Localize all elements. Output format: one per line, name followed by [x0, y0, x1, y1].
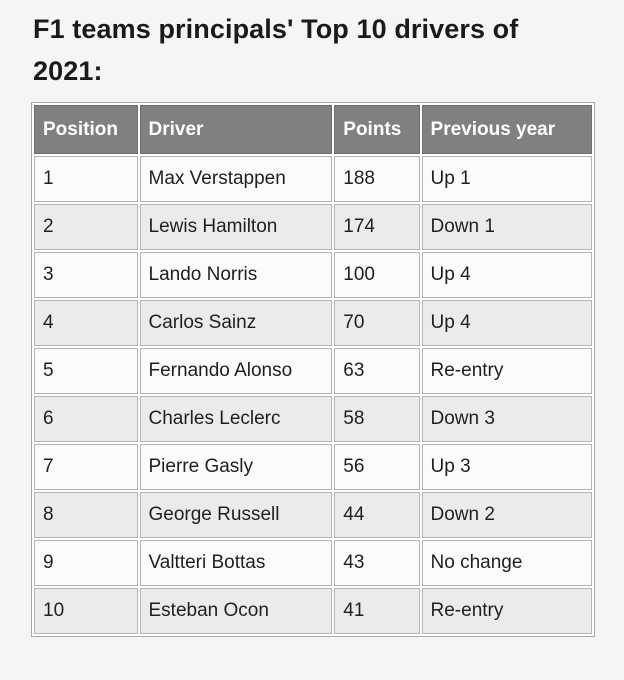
- cell-previous-year: Up 4: [421, 252, 592, 298]
- cell-position: 10: [34, 588, 138, 634]
- cell-points: 188: [334, 156, 420, 202]
- table-row: 3 Lando Norris 100 Up 4: [34, 252, 592, 298]
- cell-driver: Fernando Alonso: [139, 348, 333, 394]
- cell-previous-year: Down 2: [421, 492, 592, 538]
- cell-position: 8: [34, 492, 138, 538]
- cell-driver: Pierre Gasly: [139, 444, 333, 490]
- cell-position: 9: [34, 540, 138, 586]
- cell-previous-year: Up 3: [421, 444, 592, 490]
- table-row: 2 Lewis Hamilton 174 Down 1: [34, 204, 592, 250]
- cell-points: 44: [334, 492, 420, 538]
- cell-driver: George Russell: [139, 492, 333, 538]
- cell-driver: Max Verstappen: [139, 156, 333, 202]
- cell-points: 41: [334, 588, 420, 634]
- cell-previous-year: Down 3: [421, 396, 592, 442]
- cell-position: 2: [34, 204, 138, 250]
- table-row: 8 George Russell 44 Down 2: [34, 492, 592, 538]
- cell-position: 6: [34, 396, 138, 442]
- header-previous-year: Previous year: [421, 105, 592, 154]
- cell-points: 70: [334, 300, 420, 346]
- cell-previous-year: No change: [421, 540, 592, 586]
- cell-points: 174: [334, 204, 420, 250]
- header-position: Position: [34, 105, 138, 154]
- table-header-row: Position Driver Points Previous year: [34, 105, 592, 154]
- table-row: 7 Pierre Gasly 56 Up 3: [34, 444, 592, 490]
- cell-points: 100: [334, 252, 420, 298]
- cell-driver: Lewis Hamilton: [139, 204, 333, 250]
- cell-position: 3: [34, 252, 138, 298]
- cell-position: 1: [34, 156, 138, 202]
- cell-position: 5: [34, 348, 138, 394]
- cell-points: 58: [334, 396, 420, 442]
- header-points: Points: [334, 105, 420, 154]
- cell-driver: Carlos Sainz: [139, 300, 333, 346]
- cell-previous-year: Down 1: [421, 204, 592, 250]
- cell-driver: Lando Norris: [139, 252, 333, 298]
- cell-previous-year: Up 4: [421, 300, 592, 346]
- drivers-table: Position Driver Points Previous year 1 M…: [31, 102, 595, 637]
- cell-previous-year: Re-entry: [421, 588, 592, 634]
- cell-driver: Charles Leclerc: [139, 396, 333, 442]
- cell-points: 63: [334, 348, 420, 394]
- table-row: 5 Fernando Alonso 63 Re-entry: [34, 348, 592, 394]
- cell-points: 56: [334, 444, 420, 490]
- cell-driver: Valtteri Bottas: [139, 540, 333, 586]
- cell-position: 4: [34, 300, 138, 346]
- header-driver: Driver: [139, 105, 333, 154]
- table-row: 6 Charles Leclerc 58 Down 3: [34, 396, 592, 442]
- cell-previous-year: Up 1: [421, 156, 592, 202]
- cell-previous-year: Re-entry: [421, 348, 592, 394]
- table-row: 10 Esteban Ocon 41 Re-entry: [34, 588, 592, 634]
- cell-points: 43: [334, 540, 420, 586]
- cell-position: 7: [34, 444, 138, 490]
- cell-driver: Esteban Ocon: [139, 588, 333, 634]
- table-row: 1 Max Verstappen 188 Up 1: [34, 156, 592, 202]
- table-row: 9 Valtteri Bottas 43 No change: [34, 540, 592, 586]
- table-row: 4 Carlos Sainz 70 Up 4: [34, 300, 592, 346]
- page-title: F1 teams principals' Top 10 drivers of 2…: [33, 14, 519, 86]
